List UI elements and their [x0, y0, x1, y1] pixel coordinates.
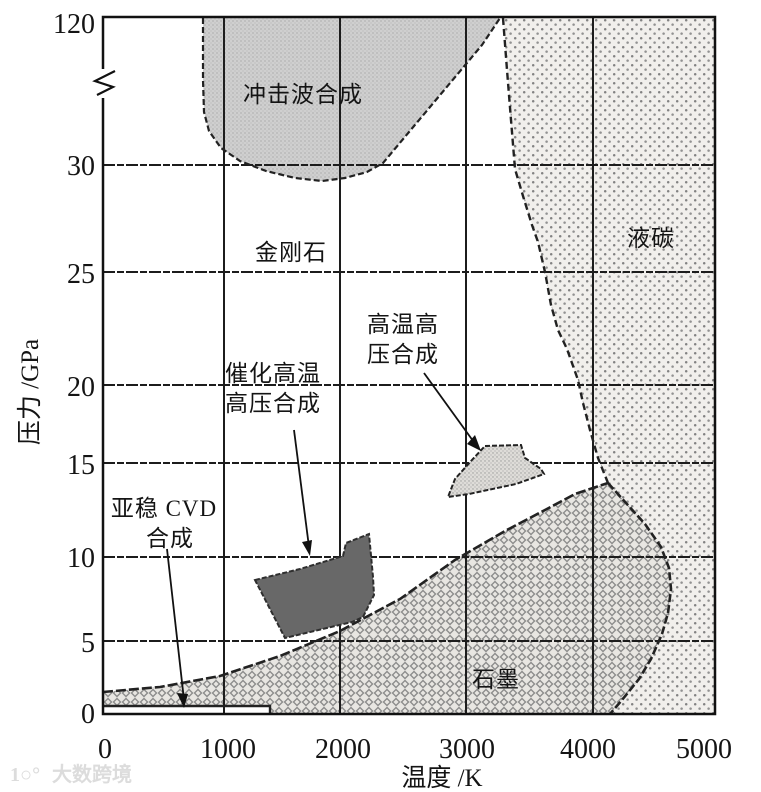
hthp-arrow-line: [423, 372, 477, 446]
region-shock-wave-synthesis: [203, 18, 500, 181]
x-tick-4000: 4000: [560, 734, 616, 765]
boundary-graphite-diamond: [102, 481, 609, 694]
region-cvd-strip: [104, 706, 270, 714]
label-graphite-region: 石墨: [472, 667, 520, 692]
y-tick-10: 10: [67, 543, 95, 574]
label-hthp-line1: 高温高: [367, 312, 439, 337]
x-tick-0: 0: [98, 734, 112, 765]
y-tick-20: 20: [67, 372, 95, 403]
label-catalytic-line2: 高压合成: [225, 391, 321, 416]
annotation-arrows: [166, 372, 481, 708]
y-axis-break-icon: [92, 69, 116, 98]
label-cvd-line1: 亚稳 CVD: [111, 496, 217, 521]
catalytic-arrow-head: [302, 540, 312, 556]
boundary-shock-region: [201, 17, 501, 183]
label-liquid-carbon-region: 液碳: [627, 226, 675, 251]
boundary-diamond-liquid: [501, 17, 610, 484]
label-shock-region: 冲击波合成: [243, 82, 363, 107]
catalytic-arrow-line: [293, 429, 310, 548]
x-axis-title: 温度 /K: [401, 764, 482, 792]
watermark: 1○° 大数跨境: [10, 762, 132, 786]
hthp-arrow-head: [467, 435, 481, 451]
plot-border: [101, 15, 717, 716]
region-graphite: [103, 483, 671, 714]
y-axis-tick-labels: 120 30 25 20 15 10 5 0: [53, 9, 95, 730]
watermark-logo-icon: 1○°: [10, 764, 40, 786]
x-tick-5000: 5000: [676, 734, 732, 765]
y-axis-title: 压力 /GPa: [16, 339, 44, 445]
region-catalytic-hthp: [253, 532, 376, 640]
label-hthp-line2: 压合成: [367, 342, 439, 367]
y-tick-0: 0: [81, 699, 95, 730]
y-tick-5: 5: [81, 628, 95, 659]
y-tick-15: 15: [67, 450, 95, 481]
x-axis-tick-labels: 0 1000 2000 3000 4000 5000: [98, 734, 732, 765]
label-cvd-line2: 合成: [146, 526, 194, 551]
y-tick-30: 30: [67, 151, 95, 182]
x-tick-3000: 3000: [439, 734, 495, 765]
watermark-text: 大数跨境: [52, 762, 132, 786]
x-tick-2000: 2000: [315, 734, 371, 765]
gridlines: [103, 17, 715, 714]
boundary-cvd-strip: [103, 704, 272, 714]
label-diamond-region: 金刚石: [255, 240, 327, 265]
region-hthp: [446, 443, 546, 499]
boundary-graphite-liquid: [607, 482, 673, 715]
region-liquid-carbon: [503, 18, 715, 714]
cvd-arrow-line: [166, 548, 185, 701]
y-tick-25: 25: [67, 259, 95, 290]
cvd-arrow-head: [177, 693, 188, 708]
x-tick-1000: 1000: [200, 734, 256, 765]
label-catalytic-line1: 催化高温: [225, 361, 321, 386]
y-tick-120: 120: [53, 9, 95, 40]
